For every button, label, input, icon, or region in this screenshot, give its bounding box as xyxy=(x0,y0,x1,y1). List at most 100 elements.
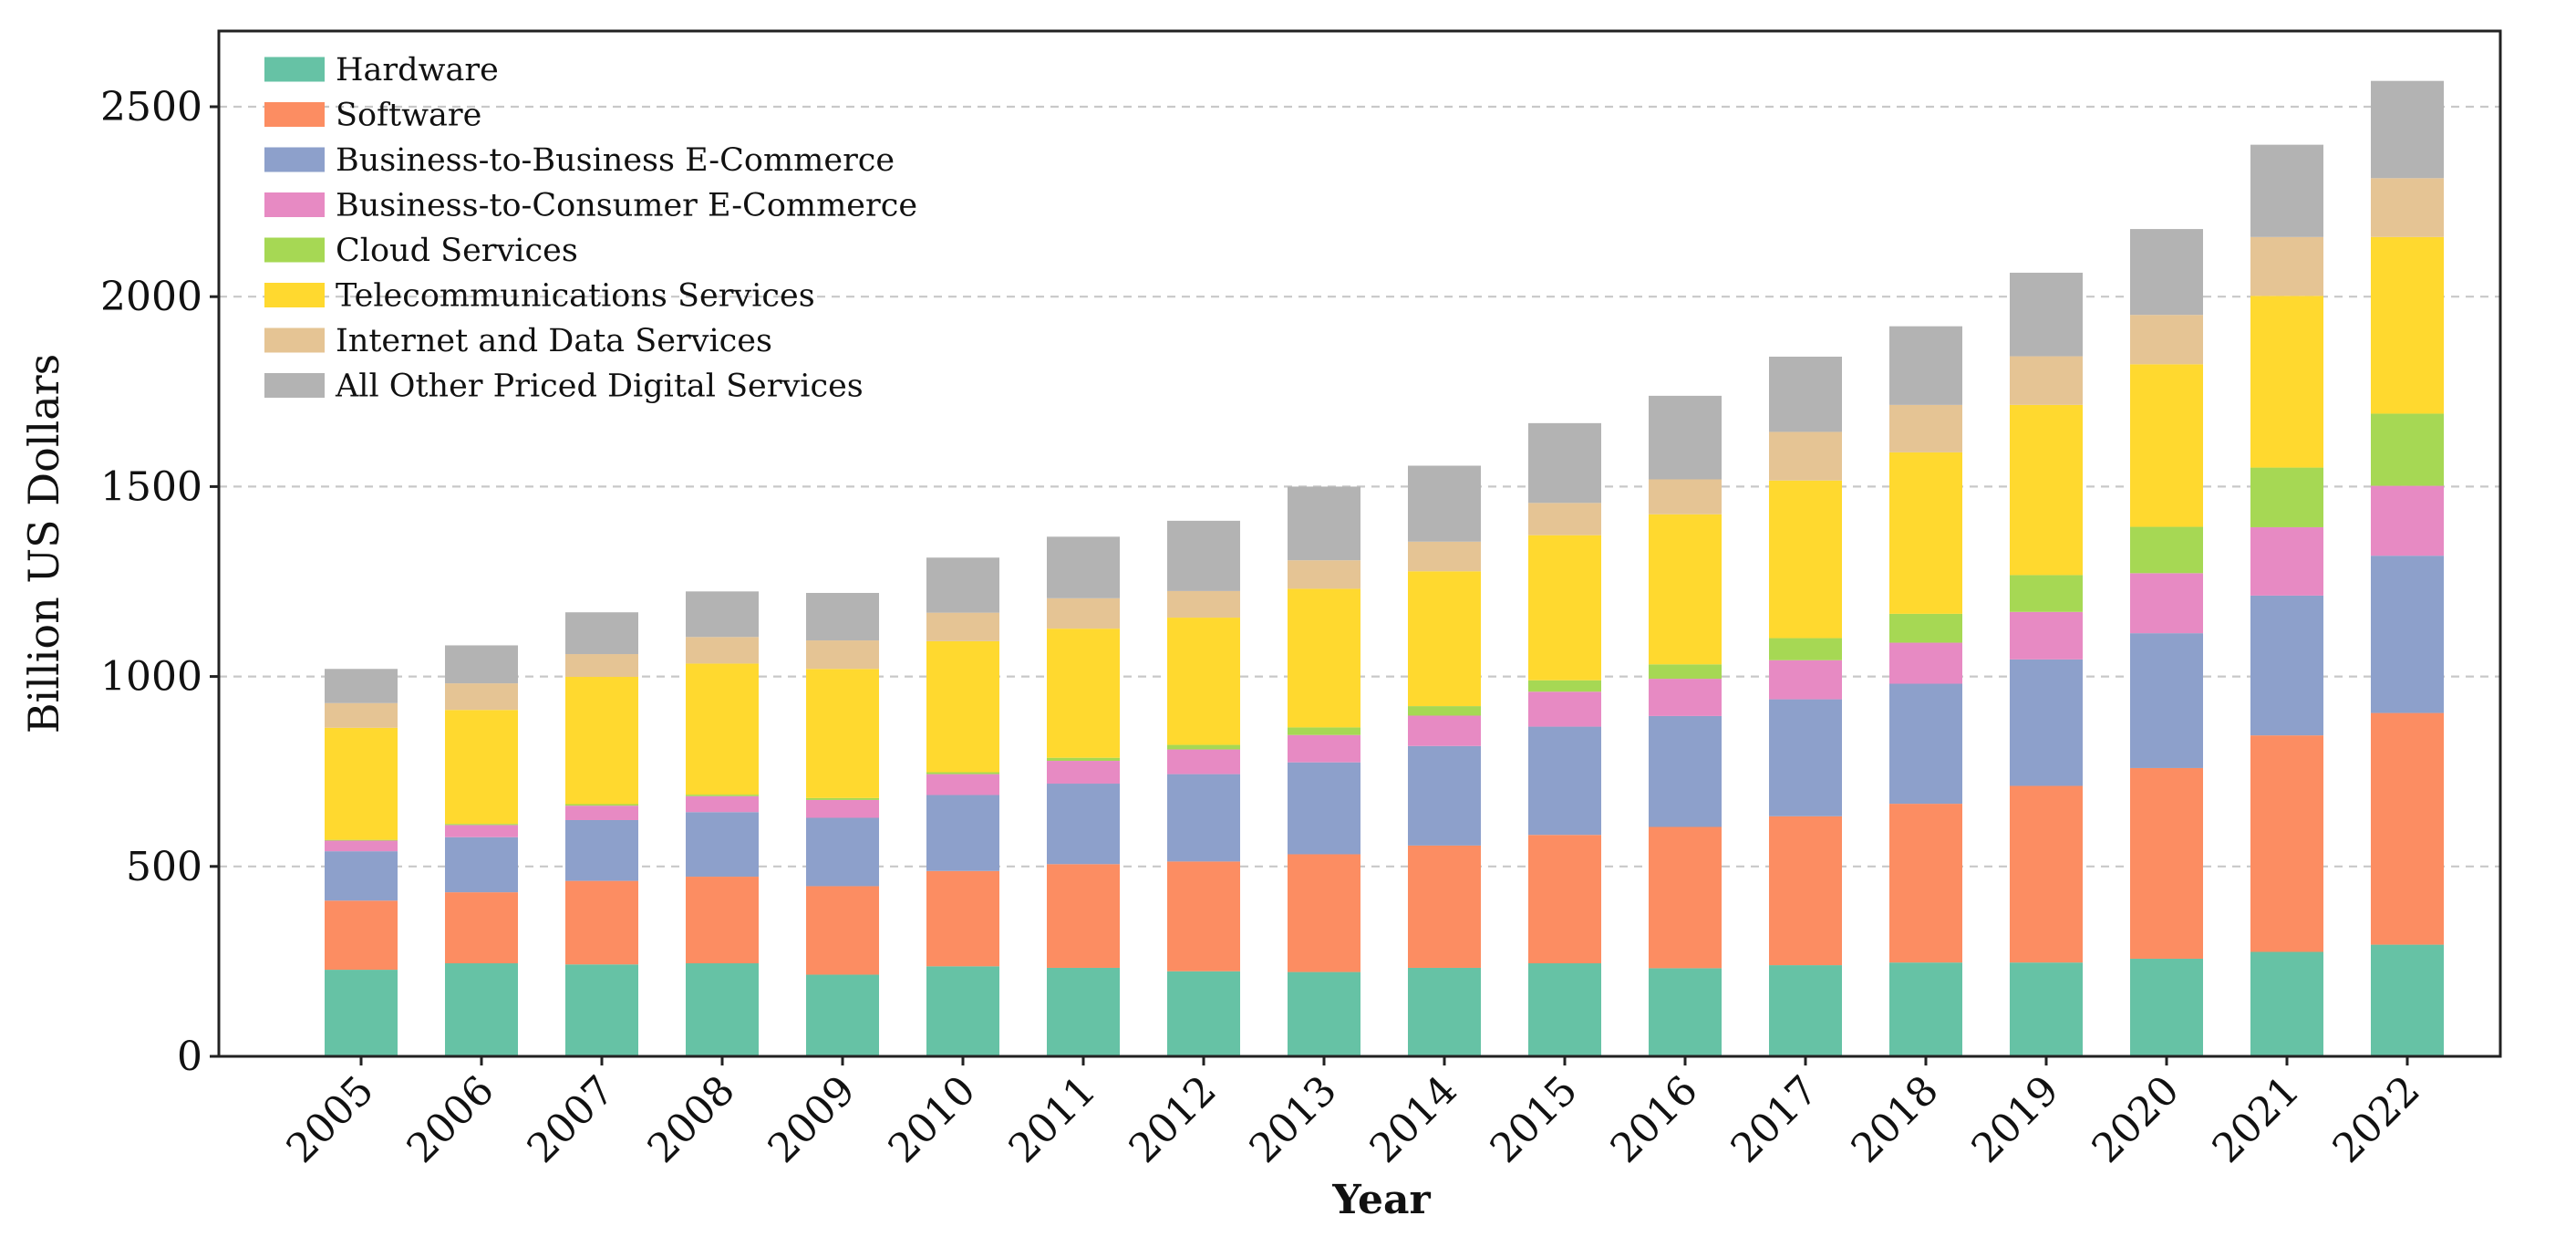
y-tick-label-500: 500 xyxy=(126,844,202,890)
legend-label: Telecommunications Services xyxy=(336,278,815,315)
bar-segment-2006-software xyxy=(445,892,518,963)
bar-segment-2021-software xyxy=(2250,735,2323,952)
bar-segment-2010-cloud-services xyxy=(926,772,999,774)
bar-segment-2017-cloud-services xyxy=(1769,638,1842,660)
bar-segment-2022-business-to-business-e-commerce xyxy=(2371,556,2444,713)
bar-stack-2007 xyxy=(565,612,638,1056)
bar-segment-2018-business-to-business-e-commerce xyxy=(1889,683,1962,805)
bar-stack-2022 xyxy=(2371,80,2444,1056)
bar-segment-2016-all-other-priced-digital-services xyxy=(1649,395,1722,480)
bar-segment-2021-all-other-priced-digital-services xyxy=(2250,144,2323,237)
bar-segment-2007-all-other-priced-digital-services xyxy=(565,612,638,655)
bar-segment-2020-all-other-priced-digital-services xyxy=(2130,229,2203,316)
bar-segment-2011-internet-and-data-services xyxy=(1047,598,1120,629)
bar-segment-2013-cloud-services xyxy=(1288,727,1360,735)
bar-segment-2012-hardware xyxy=(1167,971,1240,1056)
legend: Hardware Software Business-to-Business E-C… xyxy=(264,52,917,405)
bar-segment-2019-all-other-priced-digital-services xyxy=(2010,272,2083,357)
legend-label: Hardware xyxy=(336,52,499,88)
bar-segment-2005-telecommunications-services xyxy=(325,727,398,840)
bar-segment-2005-business-to-consumer-e-commerce xyxy=(325,840,398,852)
bar-segment-2013-internet-and-data-services xyxy=(1288,560,1360,589)
bar-segment-2016-business-to-consumer-e-commerce xyxy=(1649,679,1722,716)
bar-segment-2022-business-to-consumer-e-commerce xyxy=(2371,485,2444,556)
bar-segment-2013-telecommunications-services xyxy=(1288,588,1360,728)
legend-entry-cloud-services: Cloud Services xyxy=(264,233,578,269)
bar-segment-2009-hardware xyxy=(806,974,879,1056)
bar-segment-2012-business-to-business-e-commerce xyxy=(1167,774,1240,862)
bar-segment-2007-software xyxy=(565,880,638,965)
bar-segment-2005-software xyxy=(325,900,398,971)
bar-segment-2016-cloud-services xyxy=(1649,664,1722,680)
bar-segment-2007-internet-and-data-services xyxy=(565,654,638,678)
bar-segment-2014-cloud-services xyxy=(1408,706,1481,716)
legend-label: Software xyxy=(336,98,481,134)
bar-stack-2008 xyxy=(686,591,759,1056)
bar-stack-2016 xyxy=(1649,395,1722,1056)
bar-stack-2009 xyxy=(806,592,879,1056)
bar-segment-2015-hardware xyxy=(1528,962,1601,1056)
bar-segment-2009-business-to-consumer-e-commerce xyxy=(806,799,879,818)
legend-swatch xyxy=(264,237,325,263)
y-tick-label-1000: 1000 xyxy=(100,654,202,701)
bar-segment-2010-software xyxy=(926,870,999,967)
bar-segment-2017-hardware xyxy=(1769,965,1842,1056)
bar-segment-2020-business-to-consumer-e-commerce xyxy=(2130,573,2203,634)
legend-entry-hardware: Hardware xyxy=(264,52,499,88)
bar-segment-2008-internet-and-data-services xyxy=(686,637,759,664)
bar-segment-2013-business-to-business-e-commerce xyxy=(1288,762,1360,855)
legend-entry-internet-and-data-services: Internet and Data Services xyxy=(264,323,772,359)
bar-segment-2011-business-to-business-e-commerce xyxy=(1047,784,1120,865)
legend-swatch xyxy=(264,147,325,172)
bar-segment-2009-telecommunications-services xyxy=(806,669,879,798)
bar-segment-2015-business-to-consumer-e-commerce xyxy=(1528,691,1601,727)
bar-segment-2010-all-other-priced-digital-services xyxy=(926,557,999,613)
bar-segment-2014-telecommunications-services xyxy=(1408,571,1481,707)
bar-segment-2007-business-to-business-e-commerce xyxy=(565,819,638,881)
legend-swatch xyxy=(264,283,325,307)
bar-segment-2015-internet-and-data-services xyxy=(1528,503,1601,535)
bar-segment-2008-business-to-business-e-commerce xyxy=(686,812,759,878)
bar-segment-2022-software xyxy=(2371,712,2444,945)
bar-segment-2007-telecommunications-services xyxy=(565,677,638,805)
bar-segment-2014-hardware xyxy=(1408,967,1481,1056)
bars xyxy=(325,80,2444,1056)
bar-segment-2021-cloud-services xyxy=(2250,467,2323,527)
y-axis-ticks: 0 500 1000 1500 2000 2500 xyxy=(100,84,219,1080)
bar-segment-2012-internet-and-data-services xyxy=(1167,590,1240,618)
bar-segment-2021-hardware xyxy=(2250,951,2323,1056)
bar-segment-2021-business-to-consumer-e-commerce xyxy=(2250,526,2323,596)
bar-segment-2006-business-to-consumer-e-commerce xyxy=(445,825,518,837)
bar-segment-2010-business-to-consumer-e-commerce xyxy=(926,774,999,795)
legend-entry-telecommunications-services: Telecommunications Services xyxy=(264,278,815,315)
bar-segment-2007-business-to-consumer-e-commerce xyxy=(565,805,638,820)
bar-stack-2010 xyxy=(926,557,999,1056)
bar-segment-2006-telecommunications-services xyxy=(445,710,518,825)
bar-segment-2022-hardware xyxy=(2371,944,2444,1056)
legend-swatch xyxy=(264,327,325,353)
bar-segment-2006-all-other-priced-digital-services xyxy=(445,645,518,684)
bar-segment-2022-telecommunications-services xyxy=(2371,236,2444,414)
bar-segment-2016-telecommunications-services xyxy=(1649,514,1722,665)
bar-stack-2012 xyxy=(1167,520,1240,1056)
bar-stack-2005 xyxy=(325,669,398,1056)
legend-label: Business-to-Business E-Commerce xyxy=(336,142,895,179)
bar-segment-2020-telecommunications-services xyxy=(2130,364,2203,527)
bar-segment-2021-business-to-business-e-commerce xyxy=(2250,595,2323,736)
bar-segment-2010-hardware xyxy=(926,966,999,1056)
bar-segment-2022-all-other-priced-digital-services xyxy=(2371,80,2444,179)
bar-segment-2015-business-to-business-e-commerce xyxy=(1528,726,1601,836)
bar-segment-2008-business-to-consumer-e-commerce xyxy=(686,795,759,813)
bar-segment-2014-business-to-consumer-e-commerce xyxy=(1408,715,1481,746)
bar-segment-2009-all-other-priced-digital-services xyxy=(806,592,879,641)
bar-segment-2012-cloud-services xyxy=(1167,744,1240,750)
y-tick-label-0: 0 xyxy=(177,1034,202,1080)
bar-segment-2019-telecommunications-services xyxy=(2010,404,2083,576)
bar-segment-2022-internet-and-data-services xyxy=(2371,178,2444,237)
bar-stack-2011 xyxy=(1047,536,1120,1056)
bar-segment-2019-business-to-business-e-commerce xyxy=(2010,659,2083,786)
bar-segment-2006-internet-and-data-services xyxy=(445,683,518,711)
legend-label: All Other Priced Digital Services xyxy=(335,369,864,405)
bar-segment-2014-internet-and-data-services xyxy=(1408,541,1481,572)
bar-segment-2019-internet-and-data-services xyxy=(2010,356,2083,405)
